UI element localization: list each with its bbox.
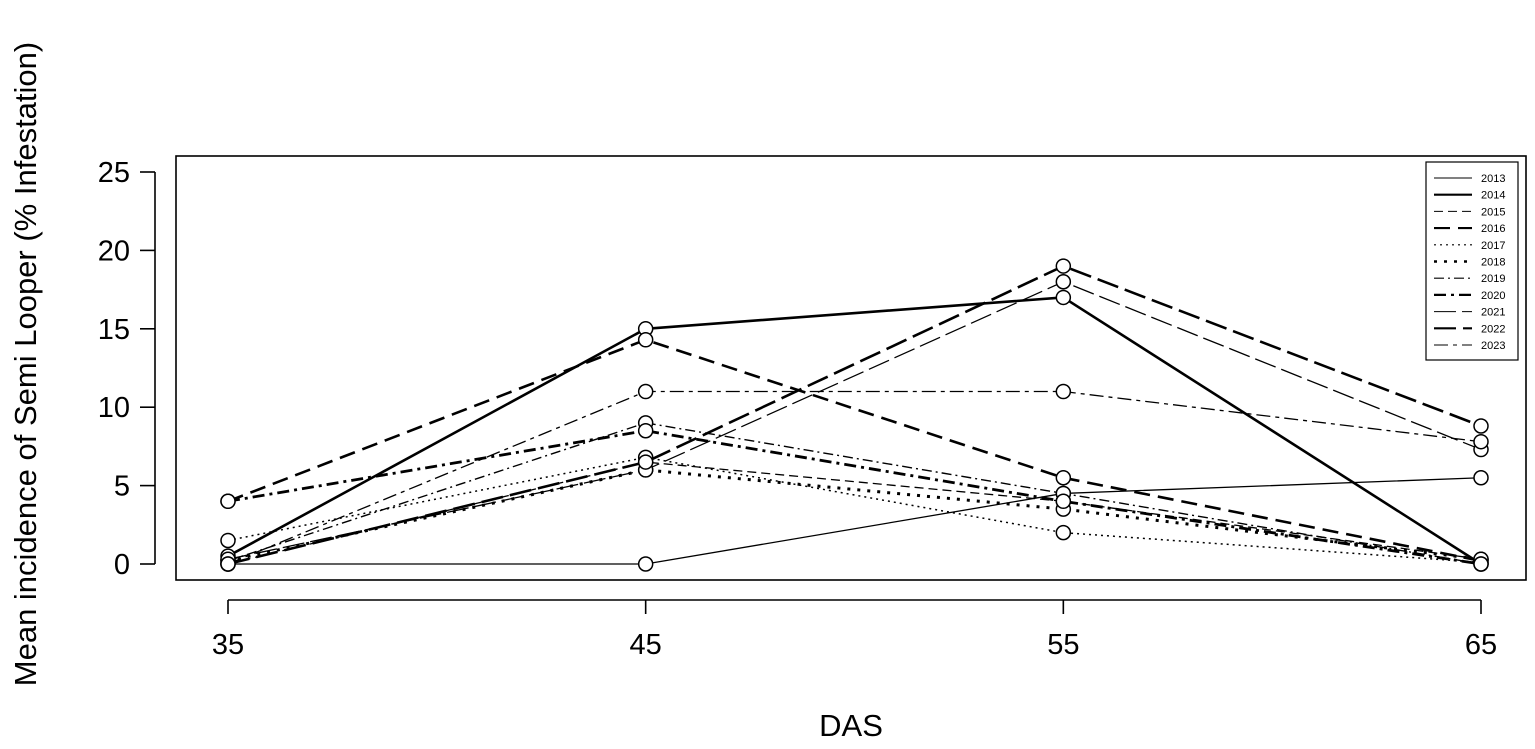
legend-label: 2013 [1481, 173, 1505, 185]
data-point [1473, 556, 1489, 572]
y-tick-label: 5 [114, 471, 130, 503]
data-point [1473, 418, 1489, 434]
x-axis-title: DAS [819, 708, 883, 743]
x-tick-label: 55 [1047, 629, 1079, 661]
series-2023 [220, 383, 1489, 572]
y-tick-label: 10 [98, 392, 130, 424]
series-line [227, 429, 1482, 566]
series-line [227, 296, 1482, 566]
data-point [637, 332, 654, 348]
series-line [227, 281, 1482, 560]
legend-label: 2022 [1481, 323, 1505, 335]
data-point [220, 556, 236, 572]
legend-label: 2018 [1481, 257, 1505, 269]
y-axis: 0 5 10 15 20 25 [98, 157, 156, 581]
y-tick-label: 20 [98, 235, 130, 267]
data-point [1473, 433, 1489, 450]
data-point [637, 422, 654, 439]
legend-label: 2017 [1481, 240, 1505, 252]
legend-label: 2023 [1481, 340, 1505, 352]
y-tick-label: 15 [98, 314, 130, 346]
data-point [1055, 524, 1072, 541]
data-point [637, 383, 654, 400]
series-line [227, 338, 1482, 563]
y-axis-title: Mean incidence of Semi Looper (% Infesta… [8, 42, 43, 686]
series-line [228, 477, 1482, 565]
data-point [1055, 383, 1072, 400]
data-point [220, 493, 236, 510]
data-point [1055, 274, 1072, 290]
data-point [1055, 470, 1072, 486]
data-point [1473, 470, 1489, 486]
legend-label: 2020 [1481, 290, 1505, 302]
legend-label: 2021 [1481, 307, 1505, 319]
series-layer [220, 258, 1489, 572]
plot-frame [175, 155, 1527, 581]
data-point [1055, 289, 1072, 306]
data-point [1055, 258, 1072, 274]
data-point [637, 556, 654, 572]
x-tick-label: 45 [630, 629, 662, 661]
data-point [220, 532, 236, 549]
series-2020 [220, 422, 1489, 572]
data-point [1055, 493, 1072, 510]
data-point [637, 454, 654, 470]
series-line [227, 390, 1482, 565]
legend-label: 2015 [1481, 206, 1505, 218]
x-axis: 35 45 55 65 [212, 599, 1497, 661]
x-tick-label: 35 [212, 629, 244, 661]
legend-label: 2019 [1481, 273, 1505, 285]
series-line [227, 264, 1482, 566]
legend-label: 2016 [1481, 223, 1505, 235]
legend: 2013 2014 2015 2016 2017 2018 2019 2020 2021 2022… [1425, 161, 1519, 361]
x-tick-label: 65 [1465, 629, 1497, 661]
legend-label: 2014 [1481, 190, 1505, 202]
y-tick-label: 25 [98, 157, 130, 189]
y-tick-label: 0 [114, 549, 130, 581]
series-line [227, 422, 1482, 565]
